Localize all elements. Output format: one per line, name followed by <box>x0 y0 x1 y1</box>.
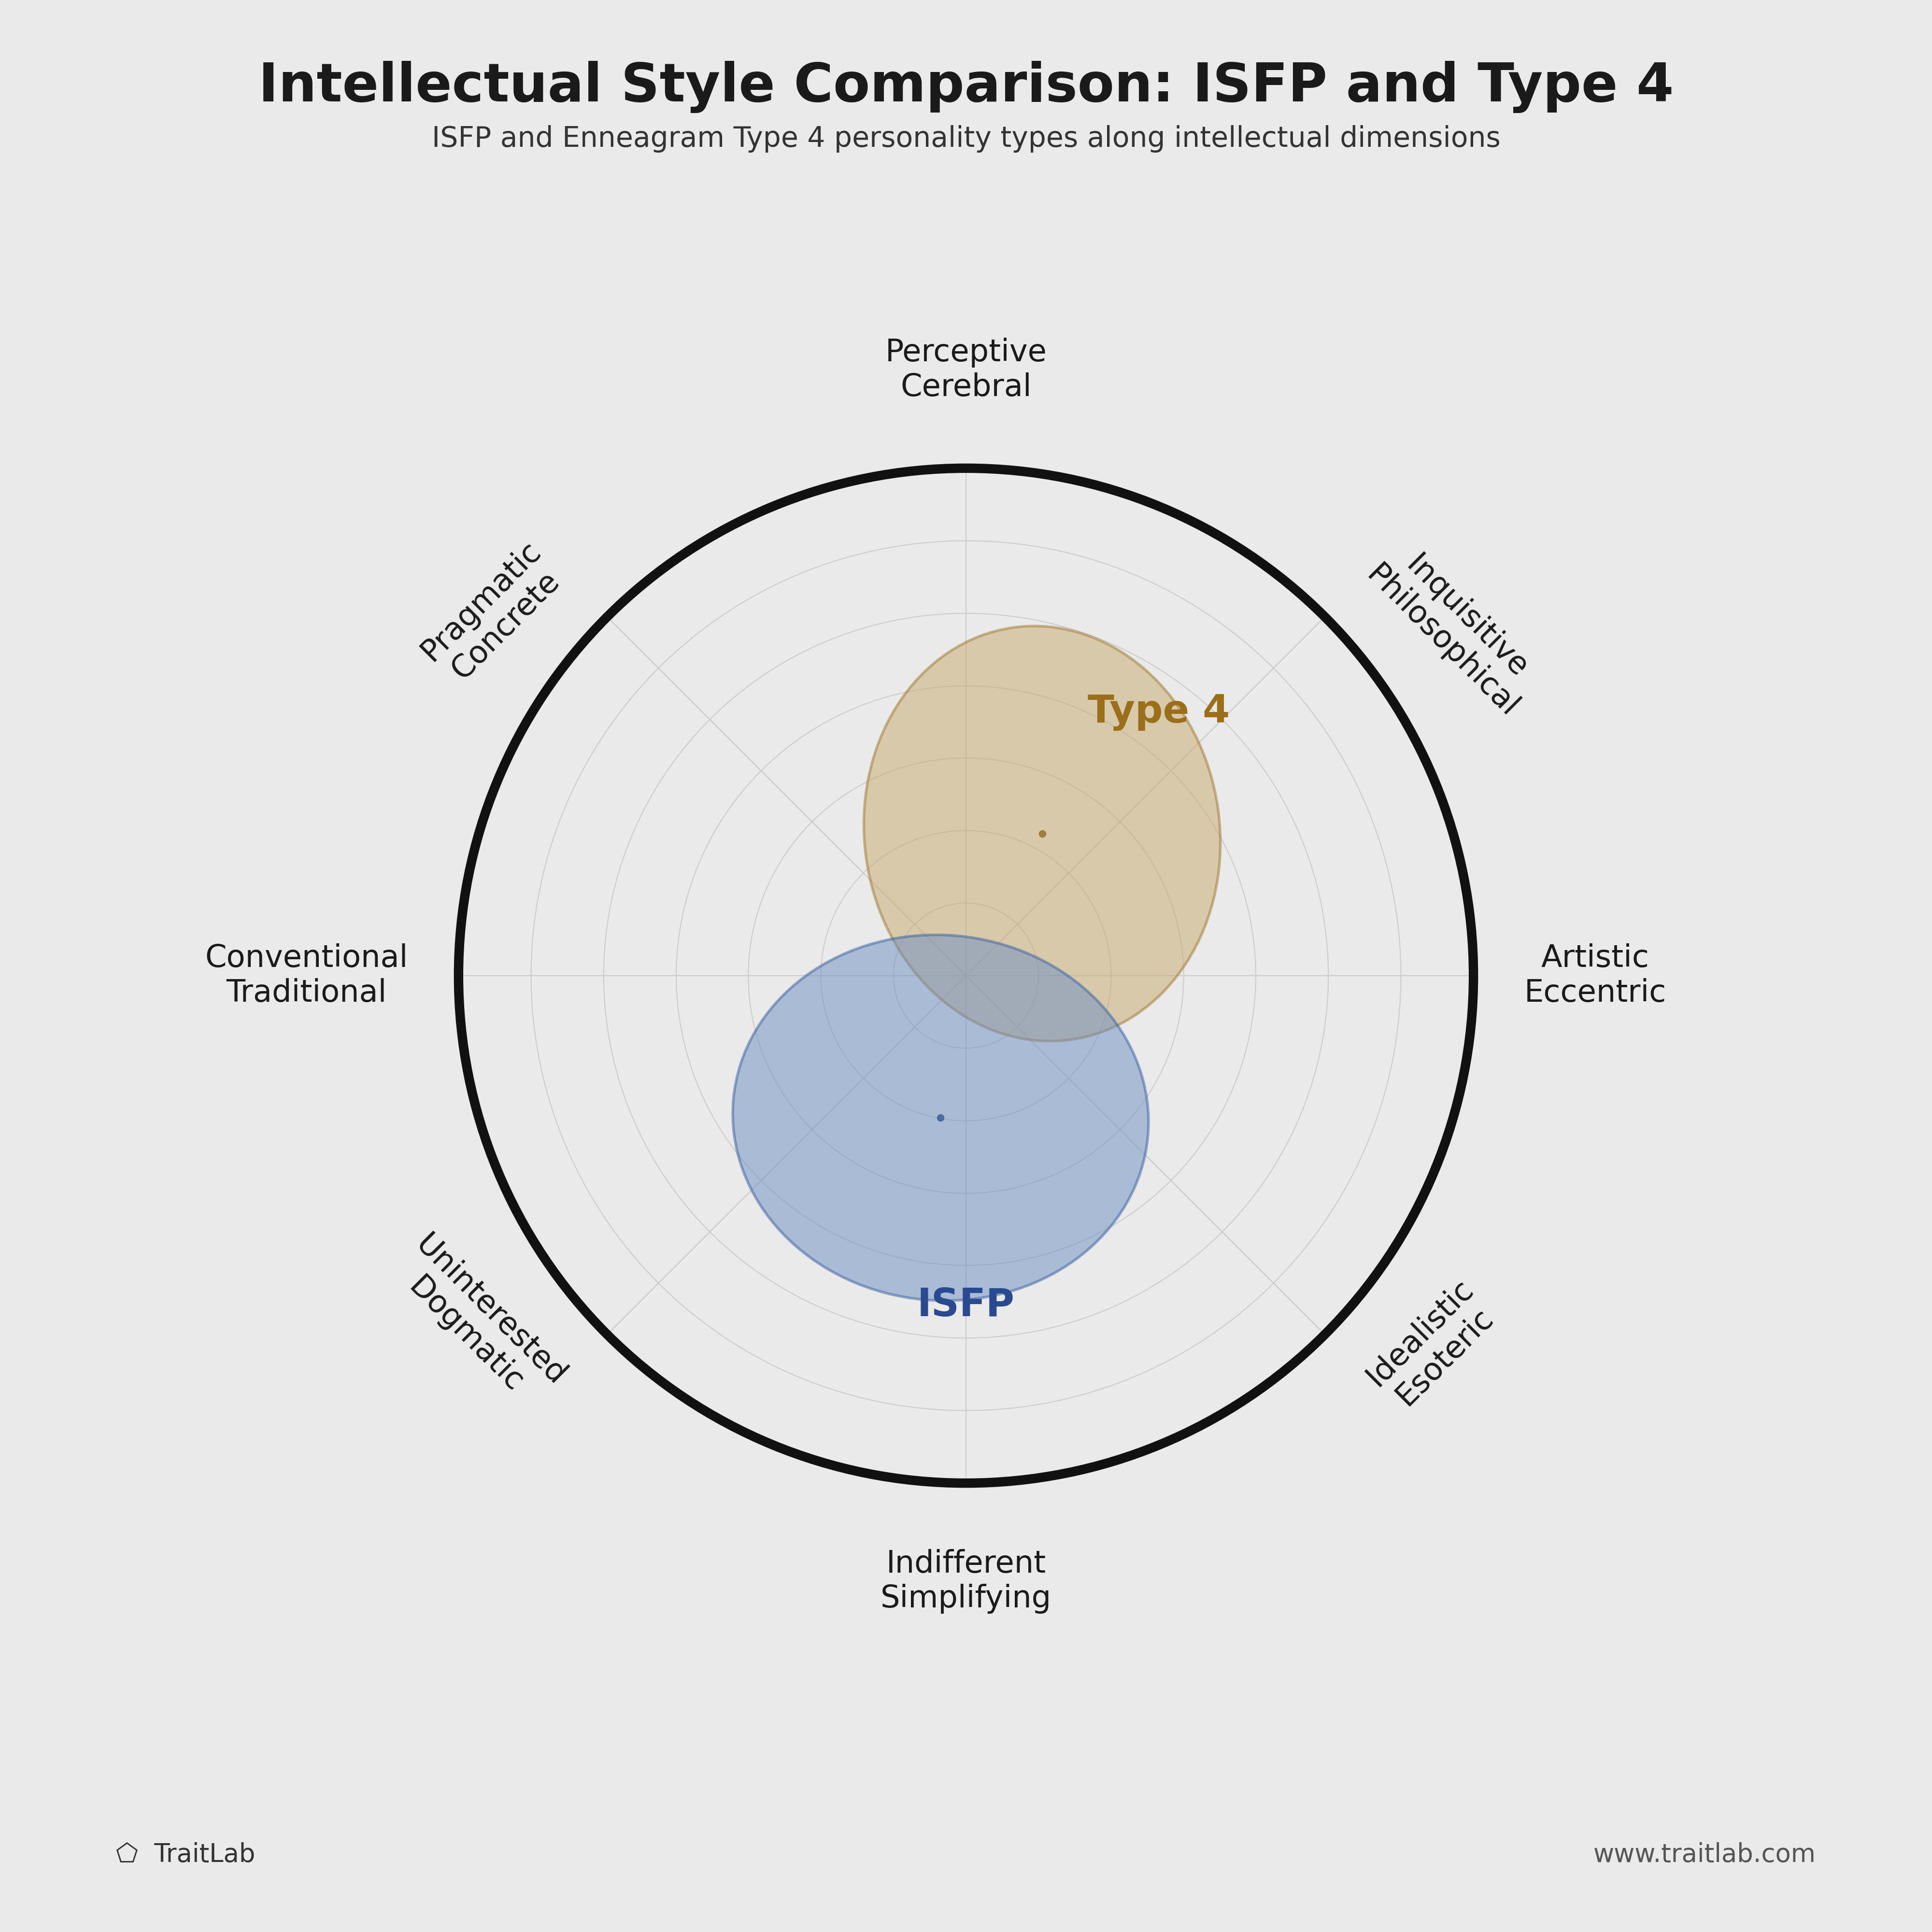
Ellipse shape <box>732 935 1148 1300</box>
Text: Uninterested
Dogmatic: Uninterested Dogmatic <box>384 1231 572 1416</box>
Text: Pragmatic
Concrete: Pragmatic Concrete <box>415 535 572 692</box>
Text: Conventional
Traditional: Conventional Traditional <box>205 943 408 1009</box>
Text: ISFP and Enneagram Type 4 personality types along intellectual dimensions: ISFP and Enneagram Type 4 personality ty… <box>431 126 1501 153</box>
Text: Intellectual Style Comparison: ISFP and Type 4: Intellectual Style Comparison: ISFP and … <box>259 60 1673 112</box>
Text: ISFP: ISFP <box>918 1287 1014 1323</box>
Text: Perceptive
Cerebral: Perceptive Cerebral <box>885 338 1047 402</box>
Text: Idealistic
Esoteric: Idealistic Esoteric <box>1360 1273 1503 1416</box>
Ellipse shape <box>864 626 1221 1041</box>
Text: Inquisitive
Philosophical: Inquisitive Philosophical <box>1360 535 1549 723</box>
Text: Indifferent
Simplifying: Indifferent Simplifying <box>881 1549 1051 1613</box>
Text: Type 4: Type 4 <box>1088 694 1231 730</box>
Text: Artistic
Eccentric: Artistic Eccentric <box>1524 943 1667 1009</box>
Text: ⬠  TraitLab: ⬠ TraitLab <box>116 1843 255 1866</box>
Text: www.traitlab.com: www.traitlab.com <box>1594 1843 1816 1866</box>
